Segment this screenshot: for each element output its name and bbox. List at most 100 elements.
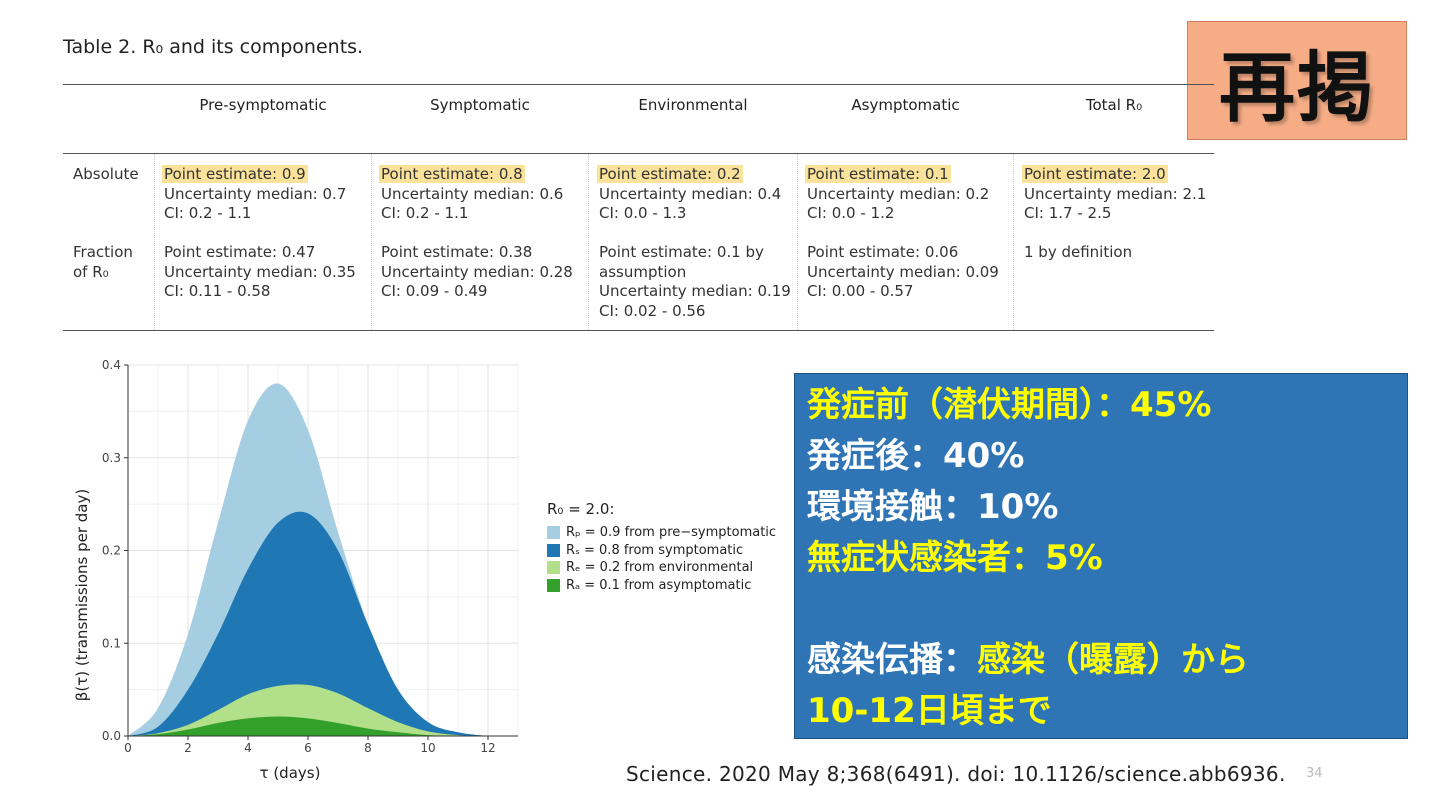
- y-tick-label: 0.3: [102, 451, 121, 465]
- summary-panel: 発症前（潜伏期間）：45% 発症後：40% 環境接触：10% 無症状感染者：5%…: [794, 373, 1408, 739]
- summary-asymptomatic: 無症状感染者：5%: [807, 538, 1103, 578]
- y-tick-label: 0.1: [102, 636, 121, 650]
- x-axis-label: τ (days): [260, 764, 321, 782]
- cell-absolute-presymptomatic: Point estimate: 0.9 Uncertainty median: …: [162, 165, 347, 224]
- summary-transmission-label: 感染伝播：: [807, 640, 977, 680]
- y-tick-label: 0.0: [102, 729, 121, 743]
- chart-areas: [128, 383, 488, 737]
- point-estimate: Point estimate: 0.47: [164, 243, 316, 261]
- confidence-interval: CI: 1.7 - 2.5: [1024, 204, 1112, 222]
- legend-swatch: [547, 561, 560, 575]
- legend-item-presymptomatic: Rₚ = 0.9 from pre−symptomatic: [547, 524, 776, 542]
- summary-environmental: 環境接触：10%: [807, 487, 1059, 527]
- confidence-interval: CI: 0.2 - 1.1: [381, 204, 469, 222]
- summary-transmission-value: 感染（曝露）から: [977, 640, 1249, 680]
- cell-fraction-symptomatic: Point estimate: 0.38 Uncertainty median:…: [381, 243, 573, 302]
- table-bottom-rule: [63, 330, 1214, 331]
- column-separator: [371, 154, 372, 330]
- cell-fraction-asymptomatic: Point estimate: 0.06 Uncertainty median:…: [807, 243, 999, 302]
- table-caption: Table 2. R₀ and its components.: [63, 36, 364, 58]
- point-estimate-highlight: Point estimate: 0.9: [162, 165, 308, 183]
- area-asymptomatic: [128, 716, 488, 737]
- point-estimate-highlight: Point estimate: 0.2: [597, 165, 743, 183]
- legend-label: Rₛ = 0.8 from symptomatic: [566, 542, 744, 558]
- table-header-rule: [63, 153, 1214, 154]
- legend-swatch: [547, 578, 560, 592]
- summary-transmission: 感染伝播：感染（曝露）から: [807, 635, 1395, 686]
- page-number: 34: [1306, 766, 1323, 781]
- area-symptomatic: [128, 511, 488, 736]
- column-separator: [154, 154, 155, 330]
- y-tick-label: 0.4: [102, 358, 121, 372]
- cell-absolute-environmental: Point estimate: 0.2 Uncertainty median: …: [597, 165, 782, 224]
- confidence-interval: CI: 0.0 - 1.2: [807, 204, 895, 222]
- legend-swatch: [547, 526, 560, 540]
- cell-fraction-total: 1 by definition: [1024, 243, 1132, 263]
- x-tick-label: 10: [420, 741, 435, 755]
- row-label-fraction-line2: of R₀: [73, 262, 109, 281]
- point-estimate-highlight: Point estimate: 2.0: [1022, 165, 1168, 183]
- summary-spacer: [807, 584, 1395, 635]
- legend-title: R₀ = 2.0:: [547, 500, 615, 518]
- point-estimate: Point estimate: 0.06: [807, 243, 959, 261]
- x-tick-label: 8: [364, 741, 372, 755]
- y-axis-label: β(τ) (transmissions per day): [73, 489, 91, 701]
- point-estimate-highlight: Point estimate: 0.8: [379, 165, 525, 183]
- confidence-interval: CI: 0.2 - 1.1: [164, 204, 252, 222]
- column-header-asymptomatic: Asymptomatic: [851, 96, 960, 114]
- row-label-fraction: Fraction of R₀: [73, 243, 133, 282]
- uncertainty-median: Uncertainty median: 0.4: [599, 184, 782, 203]
- y-tick-label: 0.2: [102, 544, 121, 558]
- row-label-absolute: Absolute: [73, 165, 139, 183]
- column-separator: [797, 154, 798, 330]
- confidence-interval: CI: 0.09 - 0.49: [381, 282, 488, 300]
- legend-label: Rₑ = 0.2 from environmental: [566, 560, 754, 576]
- confidence-interval: CI: 0.00 - 0.57: [807, 282, 914, 300]
- uncertainty-median: Uncertainty median: 0.28: [381, 262, 573, 281]
- x-tick-label: 0: [124, 741, 132, 755]
- x-tick-label: 6: [304, 741, 312, 755]
- point-estimate: Point estimate: 0.1 by: [599, 243, 764, 261]
- legend-item-asymptomatic: Rₐ = 0.1 from asymptomatic: [547, 577, 776, 595]
- cell-fraction-presymptomatic: Point estimate: 0.47 Uncertainty median:…: [164, 243, 356, 302]
- point-estimate: 1 by definition: [1024, 243, 1133, 261]
- reposted-badge: 再掲: [1187, 21, 1407, 140]
- summary-symptomatic: 発症後：40%: [807, 436, 1025, 476]
- chart-legend: R₀ = 2.0: Rₚ = 0.9 from pre−symptomatic …: [547, 500, 776, 594]
- point-estimate-continued: assumption: [599, 262, 687, 281]
- legend-label: Rₚ = 0.9 from pre−symptomatic: [566, 525, 777, 541]
- uncertainty-median: Uncertainty median: 0.6: [381, 184, 564, 203]
- uncertainty-median: Uncertainty median: 2.1: [1024, 184, 1207, 203]
- column-separator: [588, 154, 589, 330]
- cell-absolute-asymptomatic: Point estimate: 0.1 Uncertainty median: …: [805, 165, 990, 224]
- point-estimate-highlight: Point estimate: 0.1: [805, 165, 951, 183]
- column-header-presymptomatic: Pre-symptomatic: [199, 96, 327, 114]
- summary-presymptomatic: 発症前（潜伏期間）：45%: [807, 385, 1212, 425]
- confidence-interval: CI: 0.0 - 1.3: [599, 204, 687, 222]
- summary-transmission-period: 10-12日頃まで: [807, 691, 1052, 731]
- column-header-total: Total R₀: [1085, 96, 1143, 114]
- confidence-interval: CI: 0.11 - 0.58: [164, 282, 271, 300]
- confidence-interval: CI: 0.02 - 0.56: [599, 301, 706, 320]
- x-tick-label: 2: [184, 741, 192, 755]
- row-label-fraction-line1: Fraction: [73, 243, 133, 261]
- x-tick-label: 12: [480, 741, 495, 755]
- legend-label: Rₐ = 0.1 from asymptomatic: [566, 577, 752, 593]
- uncertainty-median: Uncertainty median: 0.35: [164, 262, 356, 281]
- x-tick-label: 4: [244, 741, 252, 755]
- column-separator: [1013, 154, 1014, 330]
- legend-swatch: [547, 543, 560, 557]
- column-header-environmental: Environmental: [638, 96, 748, 114]
- uncertainty-median: Uncertainty median: 0.09: [807, 262, 999, 281]
- point-estimate: Point estimate: 0.38: [381, 243, 533, 261]
- legend-item-environmental: Rₑ = 0.2 from environmental: [547, 559, 776, 577]
- uncertainty-median: Uncertainty median: 0.2: [807, 184, 990, 203]
- cell-absolute-total: Point estimate: 2.0 Uncertainty median: …: [1022, 165, 1207, 224]
- cell-absolute-symptomatic: Point estimate: 0.8 Uncertainty median: …: [379, 165, 564, 224]
- legend-item-symptomatic: Rₛ = 0.8 from symptomatic: [547, 542, 776, 560]
- table-top-rule: [63, 84, 1214, 85]
- citation: Science. 2020 May 8;368(6491). doi: 10.1…: [626, 762, 1286, 786]
- uncertainty-median: Uncertainty median: 0.19: [599, 282, 791, 300]
- uncertainty-median: Uncertainty median: 0.7: [164, 184, 347, 203]
- transmission-chart: 0 2 4 6 8 10 12 0.0 0.1 0.2 0.3 0.4 τ (days) β(τ) (…: [73, 358, 519, 782]
